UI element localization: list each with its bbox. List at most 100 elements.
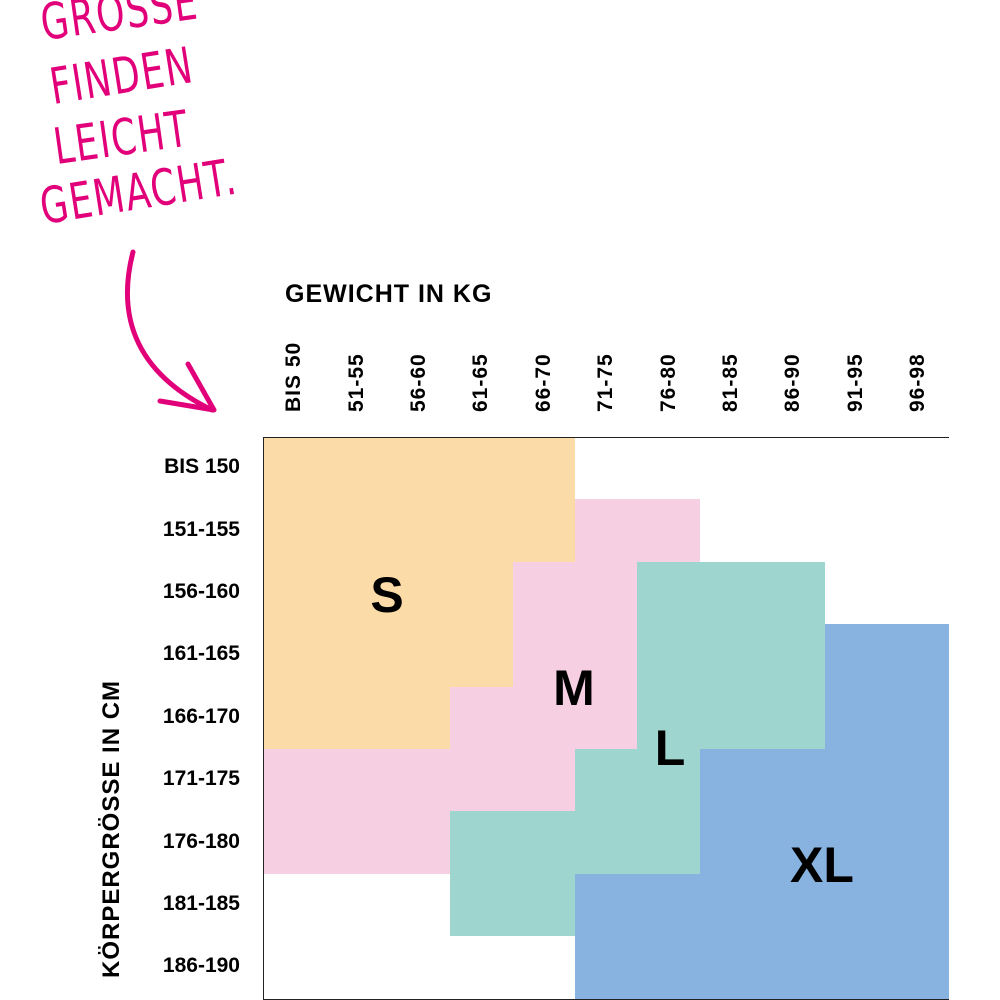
grid-cell-empty: [387, 936, 452, 1000]
grid-cell-m: [263, 749, 327, 813]
y-axis-title: KÖRPERGRÖSSE IN CM: [98, 679, 125, 978]
grid-cell-l: [575, 811, 639, 875]
curved-arrow-icon: [125, 249, 217, 413]
y-tick-label: 161-165: [162, 642, 240, 666]
grid-cell-s: [325, 624, 389, 688]
size-label-s: S: [370, 567, 404, 623]
grid-cell-xl: [887, 873, 950, 938]
y-tick-label: 166-170: [162, 704, 240, 728]
grid-cell-s: [263, 437, 327, 501]
grid-cell-xl: [637, 873, 701, 938]
grid-cell-s: [450, 437, 514, 501]
grid-cell-empty: [887, 499, 950, 563]
grid-cell-l: [637, 561, 701, 626]
grid-cell-empty: [824, 561, 888, 626]
grid-cell-l: [762, 561, 826, 626]
x-tick-label: BIS 50: [282, 341, 306, 412]
grid-cell-empty: [699, 437, 764, 501]
grid-cell-empty: [263, 936, 327, 1000]
grid-cell-l: [637, 811, 701, 875]
x-tick-label: 56-60: [407, 353, 430, 412]
grid-cell-empty: [450, 936, 514, 1000]
grid-cell-xl: [699, 873, 764, 938]
grid-cell-m: [387, 749, 452, 813]
size-label-xl: XL: [790, 837, 854, 893]
y-tick-label: 151-155: [162, 517, 240, 541]
x-tick-label: 51-55: [344, 353, 368, 412]
grid-cell-xl: [887, 936, 950, 1000]
y-tick-label: 156-160: [162, 580, 240, 603]
grid-cell-m: [575, 624, 639, 688]
grid-cell-l: [512, 873, 576, 938]
x-axis-title: GEWICHT IN KG: [285, 280, 493, 308]
grid-cell-l: [762, 624, 826, 688]
grid-cell-s: [325, 499, 389, 563]
grid-cell-empty: [325, 873, 389, 938]
grid-cell-s: [387, 499, 452, 563]
grid-cell-xl: [575, 936, 639, 1000]
grid-cell-m: [512, 561, 576, 626]
grid-cell-s: [387, 437, 452, 501]
grid-cell-m: [387, 811, 452, 875]
grid-cell-empty: [887, 437, 950, 501]
grid-cell-xl: [887, 749, 950, 813]
y-tick-label: 171-175: [162, 767, 240, 791]
x-tick-label: 66-70: [531, 353, 555, 412]
y-tick-label: 176-180: [162, 829, 240, 853]
grid-cell-m: [263, 811, 327, 875]
x-tick-label: 71-75: [594, 353, 618, 412]
grid-cell-l: [762, 686, 826, 750]
grid-cell-xl: [887, 811, 950, 875]
grid-cell-empty: [263, 873, 327, 938]
grid-cell-xl: [699, 749, 764, 813]
grid-cell-m: [450, 749, 514, 813]
grid-cell-empty: [762, 499, 826, 563]
grid-cell-s: [325, 437, 389, 501]
grid-cell-l: [699, 624, 764, 688]
x-tick-label: 61-65: [469, 353, 493, 412]
grid-cell-empty: [699, 499, 764, 563]
grid-cell-s: [450, 499, 514, 563]
grid-cell-empty: [637, 437, 701, 501]
grid-cell-s: [387, 624, 452, 688]
x-tick-label: 96-98: [906, 353, 930, 412]
grid-cell-m: [637, 499, 701, 563]
grid-cell-empty: [512, 936, 576, 1000]
grid-cell-m: [512, 749, 576, 813]
grid-cell-l: [637, 624, 701, 688]
grid-cell-m: [575, 561, 639, 626]
grid-cell-xl: [575, 873, 639, 938]
grid-cell-xl: [887, 624, 950, 688]
grid-cell-l: [450, 873, 514, 938]
grid-cell-m: [325, 749, 389, 813]
grid-cell-s: [450, 624, 514, 688]
grid-cell-s: [325, 686, 389, 750]
grid-cell-xl: [824, 624, 888, 688]
grid-cell-l: [450, 811, 514, 875]
grid-cell-xl: [824, 686, 888, 750]
grid-cell-xl: [762, 749, 826, 813]
grid-cell-s: [450, 561, 514, 626]
grid-cell-empty: [824, 499, 888, 563]
grid-cell-empty: [824, 437, 888, 501]
grid-cell-l: [699, 686, 764, 750]
x-tick-label: 76-80: [656, 353, 680, 412]
x-tick-label: 86-90: [781, 353, 805, 412]
grid-cell-l: [512, 811, 576, 875]
grid-cell-m: [575, 499, 639, 563]
grid-cell-empty: [325, 936, 389, 1000]
grid-cell-empty: [387, 873, 452, 938]
grid-cell-xl: [699, 811, 764, 875]
grid-cell-xl: [887, 686, 950, 750]
x-tick-label: 91-95: [843, 353, 867, 412]
grid-cell-empty: [762, 437, 826, 501]
x-tick-label: 81-85: [719, 353, 742, 412]
grid-cell-m: [450, 686, 514, 750]
grid-cell-m: [325, 811, 389, 875]
grid-cell-xl: [824, 936, 888, 1000]
grid-cell-l: [575, 749, 639, 813]
grid-cell-l: [637, 749, 701, 813]
size-label-l: L: [654, 720, 686, 776]
grid-cell-s: [263, 561, 327, 626]
y-tick-label: 181-185: [162, 892, 240, 915]
